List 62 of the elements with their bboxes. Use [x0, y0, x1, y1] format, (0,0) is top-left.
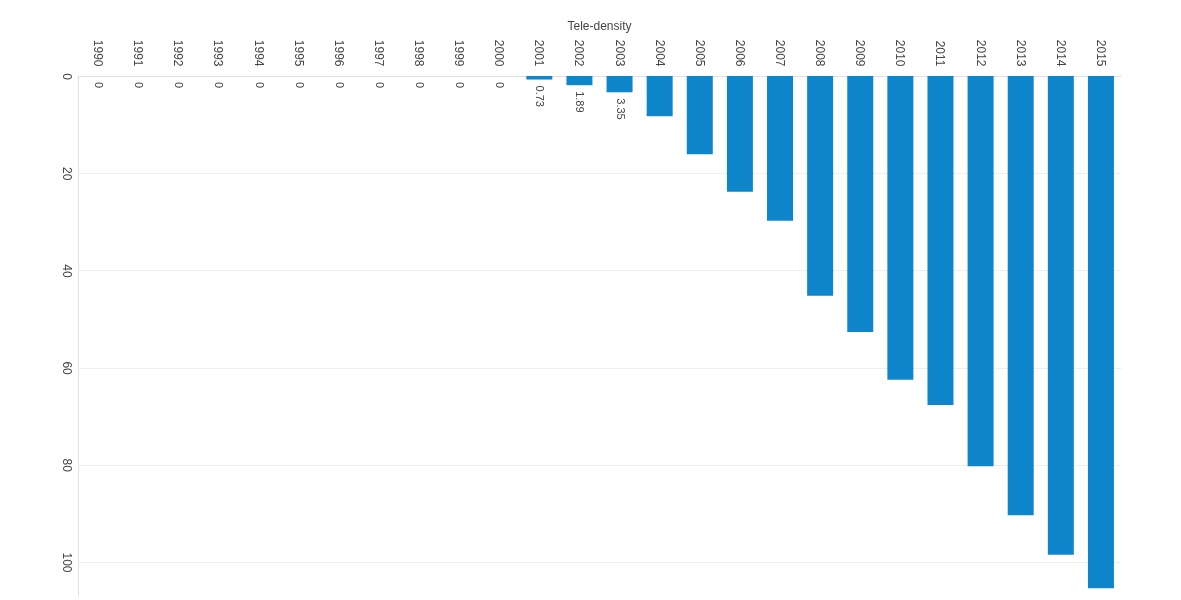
- y-tick-label: 60: [59, 361, 74, 376]
- y-tick-label: 20: [59, 167, 74, 181]
- data-label: 0: [373, 82, 386, 89]
- y-tick-label: 80: [59, 458, 74, 473]
- x-tick-label: 1995: [291, 39, 306, 67]
- data-label: 0: [173, 82, 186, 89]
- x-tick-label: 2013: [1013, 39, 1028, 67]
- x-tick-label: 2011: [933, 40, 948, 67]
- data-label: 0: [253, 82, 266, 89]
- bar: [807, 76, 834, 296]
- bar: [566, 76, 593, 86]
- x-tick-label: 2001: [532, 39, 547, 67]
- bar: [767, 76, 794, 221]
- data-label: 0: [213, 82, 226, 89]
- bar: [847, 76, 874, 333]
- data-label: 3.35: [614, 98, 627, 120]
- x-tick-label: 2002: [572, 39, 587, 67]
- data-label: 1.89: [574, 91, 587, 113]
- y-tick-label: 100: [59, 552, 74, 573]
- bar: [606, 76, 633, 93]
- bar: [686, 76, 713, 155]
- bar: [927, 76, 954, 406]
- x-tick-label: 2000: [492, 39, 507, 67]
- x-tick-label: 1993: [211, 39, 226, 67]
- x-tick-label: 2014: [1053, 39, 1068, 67]
- data-label: 0: [93, 82, 106, 89]
- bar: [1007, 76, 1034, 516]
- bar: [1047, 76, 1074, 555]
- x-tick-label: 2007: [773, 39, 788, 67]
- x-tick-label: 1997: [371, 39, 386, 67]
- data-label: 0: [494, 82, 507, 89]
- bar: [967, 76, 994, 467]
- data-label: 0: [413, 82, 426, 89]
- data-label: 0: [133, 82, 146, 89]
- bar: [887, 76, 914, 380]
- data-label: 0.73: [534, 85, 547, 107]
- x-tick-label: 2012: [973, 39, 988, 67]
- chart-title: Tele-density: [567, 19, 632, 34]
- x-tick-label: 2003: [612, 39, 627, 67]
- x-tick-label: 1994: [251, 39, 266, 67]
- bar: [526, 76, 553, 80]
- data-label: 0: [293, 82, 306, 89]
- x-tick-label: 1999: [452, 39, 467, 67]
- x-tick-label: 1996: [331, 39, 346, 67]
- y-tick-label: 40: [59, 264, 74, 278]
- x-tick-label: 1991: [131, 39, 146, 67]
- x-tick-label: 2010: [893, 39, 908, 67]
- x-tick-label: 1990: [91, 39, 106, 67]
- bar: [1087, 76, 1114, 589]
- x-tick-label: 2008: [813, 39, 828, 67]
- y-tick-label: 0: [59, 73, 74, 81]
- x-tick-label: 1998: [411, 39, 426, 67]
- x-tick-label: 2009: [853, 39, 868, 67]
- x-tick-label: 1992: [171, 39, 186, 67]
- x-tick-label: 2006: [732, 39, 747, 67]
- x-tick-label: 2004: [652, 39, 667, 67]
- data-label: 0: [454, 82, 467, 89]
- x-tick-label: 2015: [1093, 39, 1108, 67]
- bar: [646, 76, 673, 117]
- bar: [726, 76, 753, 192]
- x-tick-label: 2005: [692, 39, 707, 67]
- data-label: 0: [333, 82, 346, 89]
